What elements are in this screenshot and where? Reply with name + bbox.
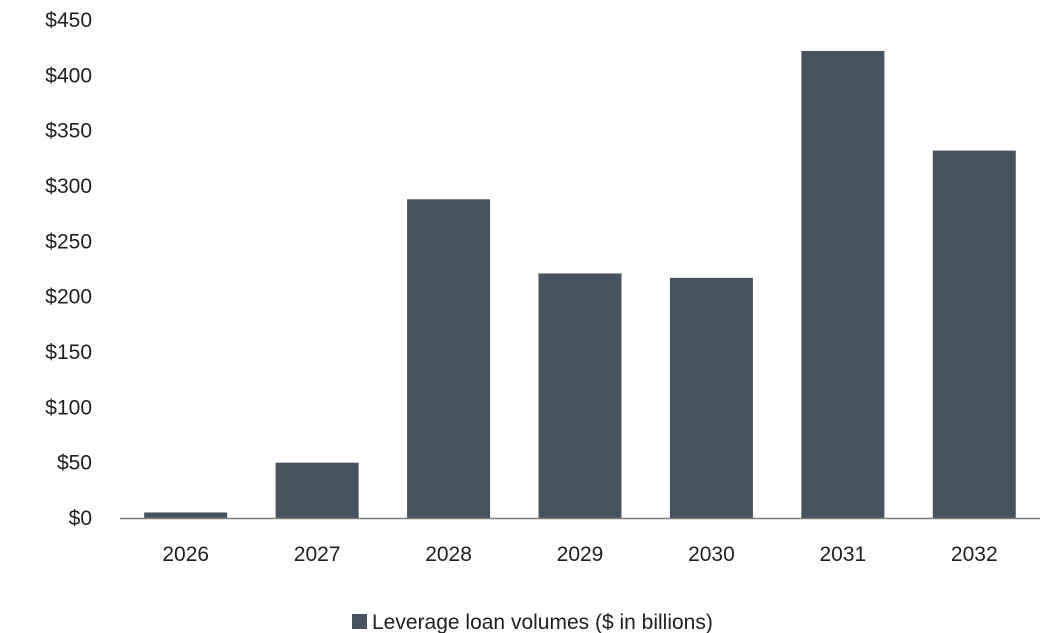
- x-tick-label: 2029: [557, 543, 604, 566]
- bar-2032: [932, 150, 1016, 518]
- y-tick-label: $400: [45, 64, 92, 87]
- y-tick-label: $300: [45, 175, 92, 198]
- x-tick-label: 2028: [425, 543, 472, 566]
- x-tick-label: 2032: [951, 543, 998, 566]
- y-tick-label: $50: [57, 452, 92, 475]
- bar-2027: [275, 462, 359, 518]
- bar-2026: [144, 512, 228, 518]
- legend-swatch: [352, 614, 367, 629]
- bars: [144, 50, 1016, 519]
- y-tick-label: $0: [69, 507, 92, 530]
- legend-label: Leverage loan volumes ($ in billions): [372, 611, 713, 633]
- y-tick-label: $450: [45, 9, 92, 32]
- x-tick-label: 2031: [819, 543, 866, 566]
- y-axis-ticks: $0 $50 $100 $150 $200 $250 $300 $350 $400 $450: [45, 9, 92, 530]
- legend: Leverage loan volumes ($ in billions): [352, 611, 713, 633]
- y-tick-label: $150: [45, 341, 92, 364]
- bar-2028: [407, 199, 491, 518]
- x-tick-label: 2027: [294, 543, 341, 566]
- x-tick-label: 2026: [162, 543, 209, 566]
- x-tick-label: 2030: [688, 543, 735, 566]
- bar-2031: [801, 50, 885, 519]
- y-tick-label: $350: [45, 120, 92, 143]
- y-tick-label: $250: [45, 230, 92, 253]
- bar-2030: [669, 277, 753, 518]
- y-tick-label: $200: [45, 286, 92, 309]
- y-tick-label: $100: [45, 396, 92, 419]
- bar-2029: [538, 273, 622, 518]
- x-axis-ticks: 2026 2027 2028 2029 2030 2031 2032: [162, 543, 997, 566]
